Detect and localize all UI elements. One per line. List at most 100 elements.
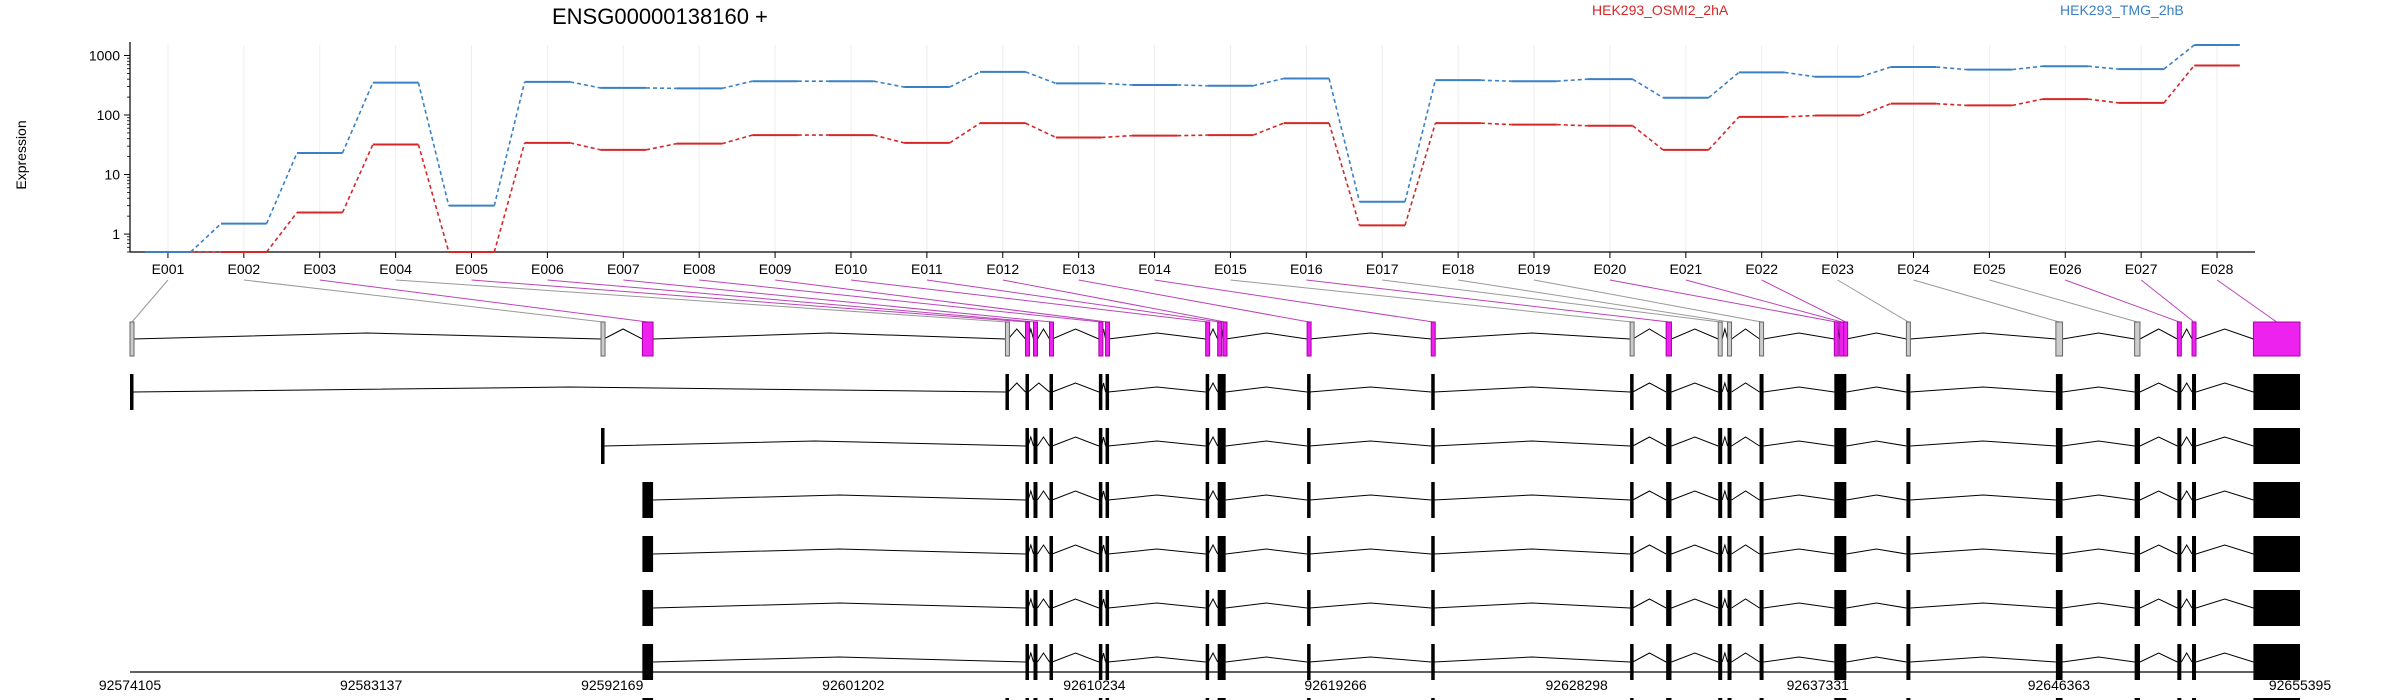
transcript-exon — [1025, 536, 1029, 572]
series-transition — [2087, 65, 2119, 70]
transcript-exon — [1307, 644, 1311, 680]
intron-line — [653, 602, 1026, 609]
intron-line — [1207, 435, 1219, 447]
intron-line — [1309, 494, 1432, 501]
intron-line — [1731, 328, 1760, 340]
genomic-coord-label: 92637331 — [1787, 677, 1850, 693]
genomic-coord-label: 92592169 — [581, 677, 644, 693]
transcript-exon — [1431, 536, 1435, 572]
intron-line — [1037, 490, 1050, 501]
transcript-exon — [1205, 644, 1210, 680]
transcript-exon — [2134, 428, 2140, 464]
transcript-exon — [2055, 374, 2063, 410]
exon-connector — [1154, 279, 1434, 323]
x-tick-label: E017 — [1366, 261, 1399, 277]
intron-line — [1846, 602, 1907, 609]
intron-line — [1910, 548, 2056, 555]
transcript-exon — [642, 482, 654, 518]
intron-line — [1037, 598, 1050, 609]
x-tick-label: E027 — [2125, 261, 2158, 277]
transcript-6 — [642, 644, 2300, 680]
series-transition — [721, 134, 753, 145]
intron-line — [1309, 386, 1432, 393]
intron-line — [1037, 544, 1050, 555]
intron-line — [2139, 598, 2178, 609]
intron-line — [2062, 602, 2135, 609]
transcript-exon — [1205, 374, 1210, 410]
series-transition — [265, 152, 298, 224]
series-transition — [2012, 65, 2043, 71]
transcript-exon — [1098, 374, 1103, 410]
transcript-exon — [2192, 482, 2197, 518]
exon-connector — [1458, 279, 1730, 323]
transcript-exon — [2192, 698, 2197, 700]
transcript-exon — [1307, 482, 1311, 518]
intron-line — [132, 332, 602, 340]
transcript-exon — [2177, 698, 2182, 700]
transcript-exon — [1217, 698, 1226, 700]
transcript-exon — [1025, 698, 1029, 700]
intron-line — [2062, 494, 2135, 501]
intron-line — [1037, 328, 1050, 340]
series-transition — [190, 223, 222, 253]
intron-line — [1910, 332, 2056, 340]
transcript-exon — [1217, 536, 1226, 572]
exon-bin — [1024, 321, 1030, 357]
intron-line — [1051, 652, 1100, 663]
x-tick-label: E020 — [1594, 261, 1627, 277]
transcript-exon — [2177, 590, 2182, 626]
x-tick-label: E022 — [1745, 261, 1778, 277]
x-tick-label: E013 — [1062, 261, 1095, 277]
intron-line — [1207, 597, 1219, 609]
series-transition — [417, 82, 450, 206]
transcript-exon — [1217, 590, 1226, 626]
transcript-exon — [1105, 374, 1110, 410]
intron-line — [1207, 651, 1219, 663]
transcript-exon — [1834, 374, 1847, 410]
transcript-exon — [1033, 698, 1038, 700]
genomic-coord-label: 92601202 — [822, 677, 885, 693]
intron-line — [1433, 332, 1631, 340]
exon-bin — [2176, 321, 2182, 357]
exon-connector — [131, 279, 169, 323]
transcript-exon — [1759, 536, 1764, 572]
x-tick-label: E002 — [227, 261, 260, 277]
transcript-exon — [1759, 374, 1764, 410]
exon-connector — [1382, 279, 1721, 323]
x-tick-label: E011 — [911, 261, 943, 277]
transcript-exon — [1025, 428, 1029, 464]
transcript-exon — [1759, 590, 1764, 626]
transcript-exon — [2177, 644, 2182, 680]
transcript-exon — [1630, 644, 1634, 680]
intron-line — [1309, 332, 1432, 340]
intron-line — [1632, 490, 1667, 501]
exon-bin — [1843, 321, 1849, 357]
legend-series-2: HEK293_TMG_2hB — [2060, 2, 2184, 18]
intron-line — [1910, 440, 2056, 447]
transcript-exon — [1727, 644, 1732, 680]
y-tick-label: 1 — [112, 226, 120, 242]
intron-line — [1207, 543, 1219, 555]
transcript-exon — [2177, 428, 2182, 464]
intron-line — [1309, 602, 1432, 609]
transcript-exon — [1033, 590, 1038, 626]
transcript-exon — [1906, 644, 1911, 680]
transcript-exon — [1431, 590, 1435, 626]
exon-connector — [850, 279, 1208, 323]
transcript-exon — [1630, 698, 1634, 700]
transcript-exon — [1906, 374, 1911, 410]
x-tick-label: E012 — [986, 261, 1019, 277]
exon-connector — [319, 279, 648, 323]
x-tick-label: E004 — [379, 261, 412, 277]
chart-title: ENSG00000138160 + — [552, 4, 768, 29]
intron-line — [2180, 544, 2193, 555]
transcript-exon — [1049, 374, 1053, 410]
exon-bin — [1306, 321, 1312, 357]
transcript-exon — [1727, 374, 1732, 410]
intron-line — [1632, 436, 1667, 447]
series-transition — [1632, 78, 1664, 99]
transcript-exon — [2253, 698, 2300, 700]
intron-line — [2139, 490, 2178, 501]
